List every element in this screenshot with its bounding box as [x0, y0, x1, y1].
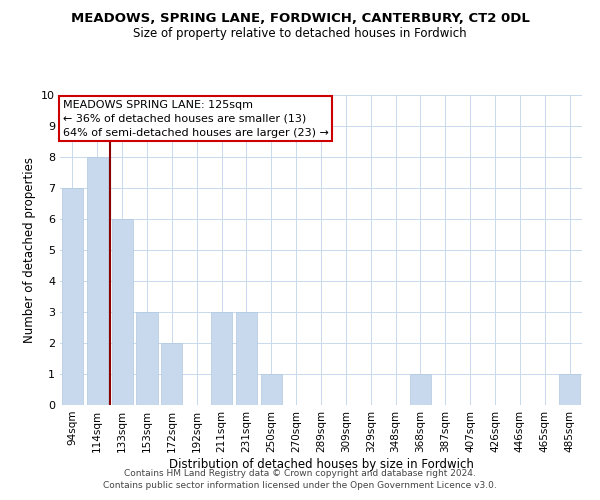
Bar: [211, 312, 232, 405]
Bar: [559, 374, 580, 405]
Bar: [236, 312, 257, 405]
Text: Size of property relative to detached houses in Fordwich: Size of property relative to detached ho…: [133, 28, 467, 40]
Bar: [261, 374, 282, 405]
Bar: [87, 157, 108, 405]
Text: MEADOWS, SPRING LANE, FORDWICH, CANTERBURY, CT2 0DL: MEADOWS, SPRING LANE, FORDWICH, CANTERBU…: [71, 12, 529, 26]
Bar: [62, 188, 83, 405]
Bar: [136, 312, 158, 405]
Bar: [161, 343, 182, 405]
Text: MEADOWS SPRING LANE: 125sqm
← 36% of detached houses are smaller (13)
64% of sem: MEADOWS SPRING LANE: 125sqm ← 36% of det…: [62, 100, 328, 138]
Y-axis label: Number of detached properties: Number of detached properties: [23, 157, 35, 343]
Text: Contains HM Land Registry data © Crown copyright and database right 2024.: Contains HM Land Registry data © Crown c…: [124, 468, 476, 477]
Bar: [410, 374, 431, 405]
Bar: [112, 219, 133, 405]
Text: Contains public sector information licensed under the Open Government Licence v3: Contains public sector information licen…: [103, 481, 497, 490]
X-axis label: Distribution of detached houses by size in Fordwich: Distribution of detached houses by size …: [169, 458, 473, 470]
